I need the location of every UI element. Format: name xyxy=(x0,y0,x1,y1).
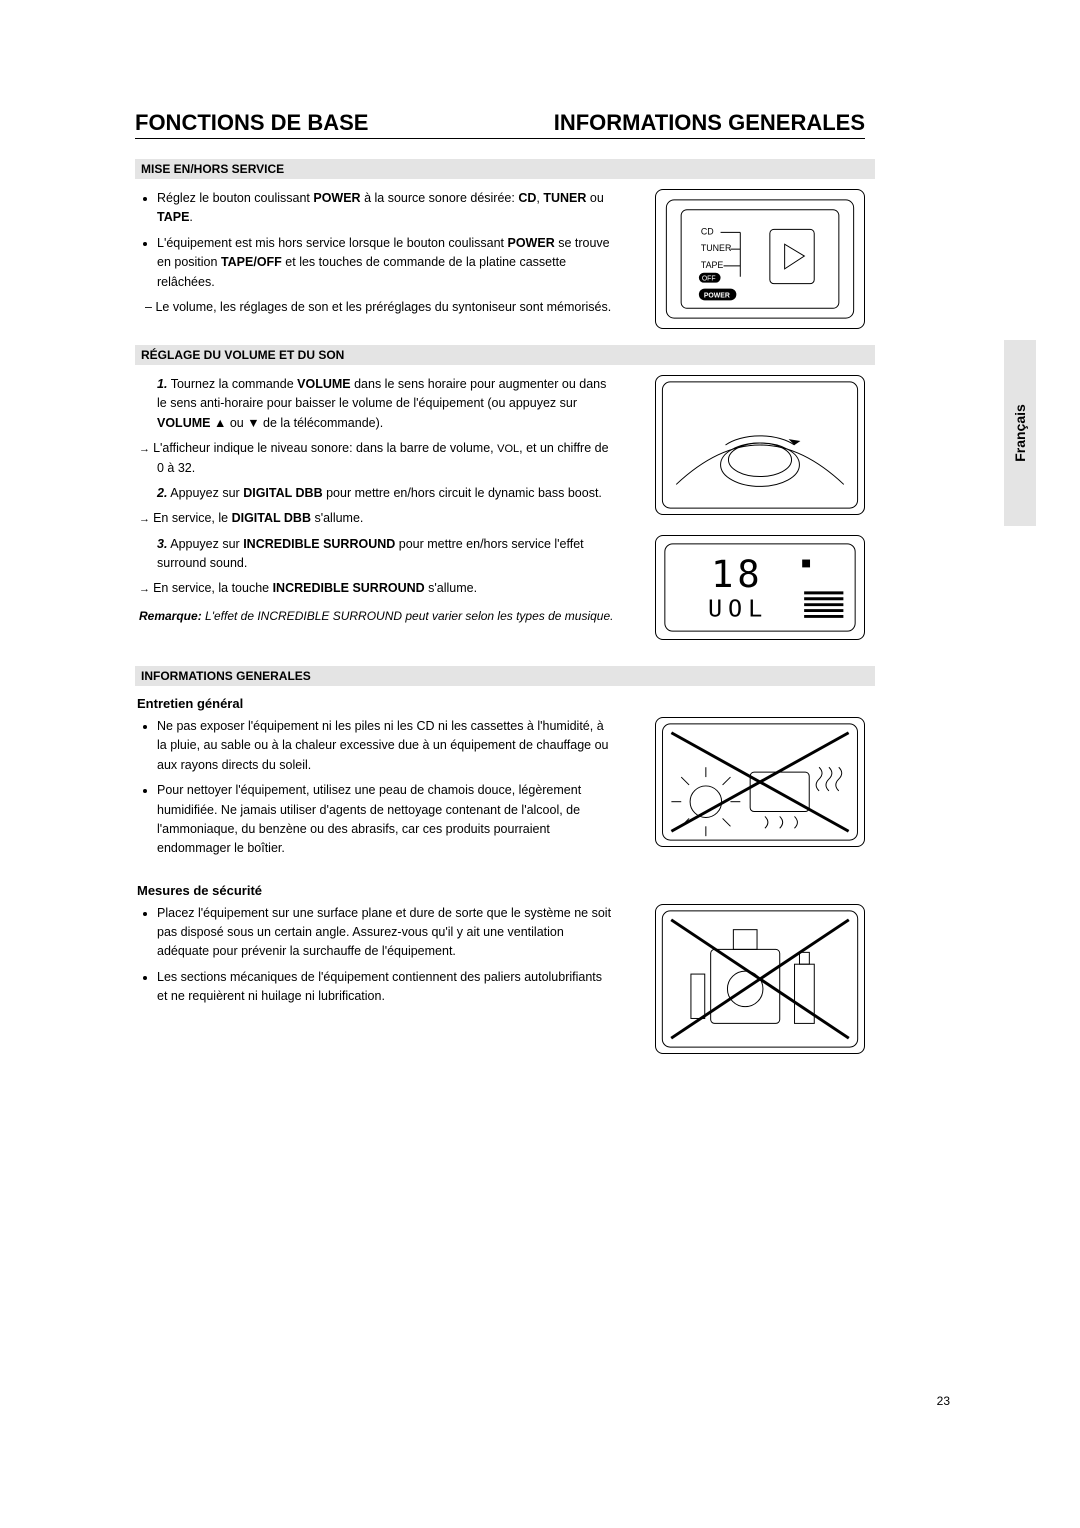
power-switch-diagram: CD TUNER TAPE OFF POWER xyxy=(655,189,865,329)
svg-text:UOL: UOL xyxy=(708,594,768,622)
document-page: Français FONCTIONS DE BASE INFORMATIONS … xyxy=(0,0,1080,1528)
volume-knob-icon xyxy=(656,376,864,514)
page-number: 23 xyxy=(937,1394,950,1408)
no-solvents-diagram xyxy=(655,904,865,1054)
bullet-item: Ne pas exposer l'équipement ni les piles… xyxy=(157,717,615,775)
arrow-item: En service, la touche INCREDIBLE SURROUN… xyxy=(135,579,615,598)
subheading-mesures: Mesures de sécurité xyxy=(137,883,865,898)
bullet-item: Les sections mécaniques de l'équipement … xyxy=(157,968,615,1007)
section-volume-text: 1. Tournez la commande VOLUME dans le se… xyxy=(135,375,615,625)
bullet-item: Placez l'équipement sur une surface plan… xyxy=(157,904,615,962)
title-left: FONCTIONS DE BASE xyxy=(135,110,368,136)
language-tab: Français xyxy=(1004,340,1036,526)
mesures-text: Placez l'équipement sur une surface plan… xyxy=(135,904,615,1015)
section-header-volume: RÉGLAGE DU VOLUME ET DU SON xyxy=(135,345,875,365)
no-sun-moisture-diagram xyxy=(655,717,865,847)
dash-item: Le volume, les réglages de son et les pr… xyxy=(143,298,615,317)
solvents-icon xyxy=(656,905,864,1053)
section-power-text: Réglez le bouton coulissant POWER à la s… xyxy=(135,189,615,325)
section-header-info: INFORMATIONS GENERALES xyxy=(135,666,875,686)
svg-text:OFF: OFF xyxy=(702,276,716,283)
section-power-row: Réglez le bouton coulissant POWER à la s… xyxy=(135,189,865,329)
power-switch-icon: CD TUNER TAPE OFF POWER xyxy=(656,190,864,328)
display-vol-diagram: 18 UOL xyxy=(655,535,865,640)
bullet-item: Réglez le bouton coulissant POWER à la s… xyxy=(157,189,615,228)
volume-knob-diagram xyxy=(655,375,865,515)
bullet-item: Pour nettoyer l'équipement, utilisez une… xyxy=(157,781,615,859)
section-header-power: MISE EN/HORS SERVICE xyxy=(135,159,875,179)
svg-text:TAPE: TAPE xyxy=(701,260,724,270)
svg-text:18: 18 xyxy=(711,552,764,596)
svg-text:POWER: POWER xyxy=(704,292,730,299)
remark: Remarque: L'effet de INCREDIBLE SURROUND… xyxy=(135,607,615,626)
subheading-entretien: Entretien général xyxy=(137,696,865,711)
svg-text:TUNER: TUNER xyxy=(701,243,732,253)
sun-moisture-icon xyxy=(656,718,864,846)
section-volume-row: 1. Tournez la commande VOLUME dans le se… xyxy=(135,375,865,640)
page-titles: FONCTIONS DE BASE INFORMATIONS GENERALES xyxy=(135,110,865,139)
arrow-item: L'afficheur indique le niveau sonore: da… xyxy=(135,439,615,478)
entretien-text: Ne pas exposer l'équipement ni les piles… xyxy=(135,717,615,867)
numbered-item: 2. Appuyez sur DIGITAL DBB pour mettre e… xyxy=(157,484,615,503)
numbered-item: 3. Appuyez sur INCREDIBLE SURROUND pour … xyxy=(157,535,615,574)
entretien-row: Ne pas exposer l'équipement ni les piles… xyxy=(135,717,865,867)
display-icon: 18 UOL xyxy=(656,536,864,639)
volume-figures: 18 UOL xyxy=(655,375,865,640)
mesures-row: Placez l'équipement sur une surface plan… xyxy=(135,904,865,1054)
numbered-item: 1. Tournez la commande VOLUME dans le se… xyxy=(157,375,615,433)
svg-text:CD: CD xyxy=(701,226,714,236)
title-right: INFORMATIONS GENERALES xyxy=(554,110,865,136)
content-area: MISE EN/HORS SERVICE Réglez le bouton co… xyxy=(135,159,865,1054)
language-tab-label: Français xyxy=(1012,404,1028,462)
bullet-item: L'équipement est mis hors service lorsqu… xyxy=(157,234,615,292)
arrow-item: En service, le DIGITAL DBB s'allume. xyxy=(135,509,615,528)
